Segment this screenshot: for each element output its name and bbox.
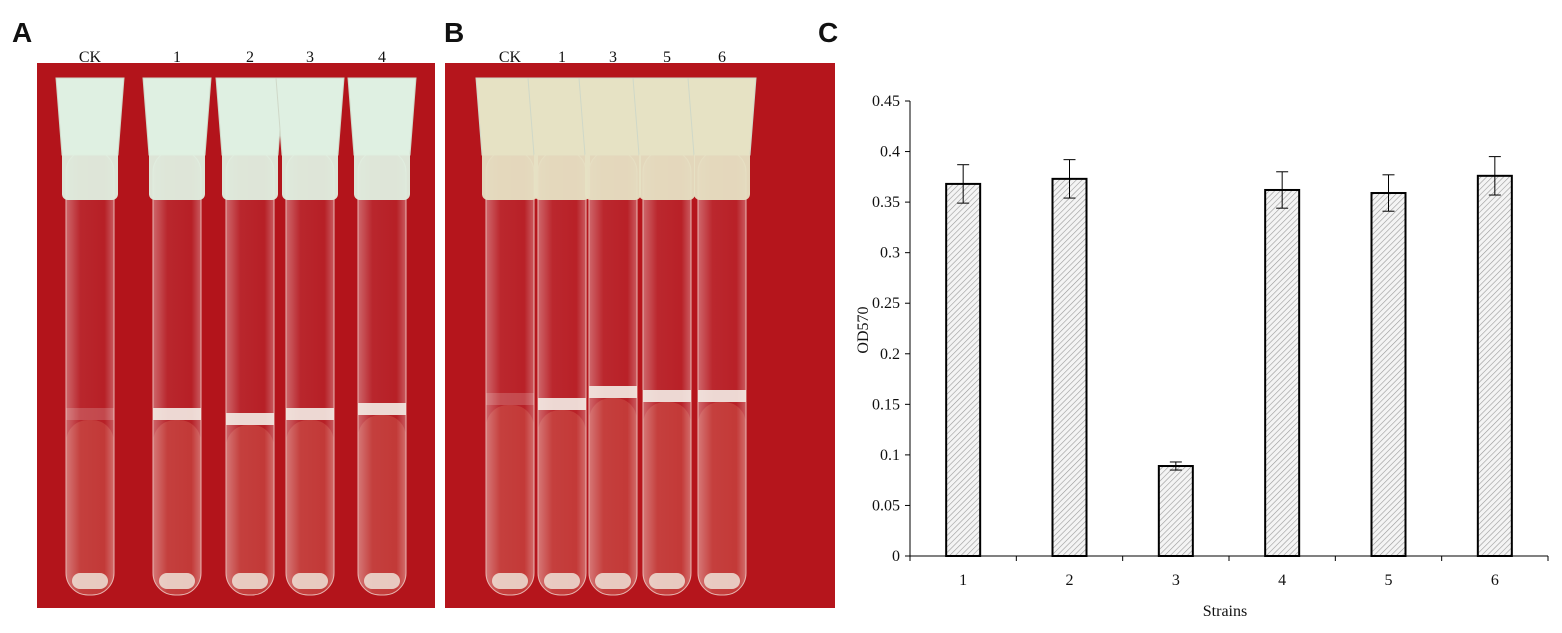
tube <box>152 149 202 596</box>
tube-label: CK <box>79 49 102 66</box>
sediment <box>72 573 108 589</box>
bar <box>945 182 982 558</box>
sediment <box>159 573 195 589</box>
biofilm <box>153 408 201 420</box>
stopper-neck <box>694 150 750 200</box>
stopper-neck <box>354 150 410 200</box>
y-tick-label: 0 <box>892 548 900 565</box>
stopper-neck <box>149 150 205 200</box>
stopper-neck <box>482 150 538 200</box>
tube <box>65 149 115 596</box>
y-tick-label: 0.2 <box>880 346 900 363</box>
stopper <box>687 77 757 156</box>
tube-label: 6 <box>718 49 726 66</box>
tube-label: 1 <box>558 49 566 66</box>
y-tick-label: 0.15 <box>872 396 900 413</box>
x-tick-label: 4 <box>1278 572 1286 589</box>
biofilm <box>226 413 274 425</box>
biofilm <box>538 398 586 410</box>
sediment <box>649 573 685 589</box>
stopper-neck <box>222 150 278 200</box>
tube <box>485 149 535 596</box>
bar <box>1157 465 1194 557</box>
x-tick-label: 1 <box>959 572 967 589</box>
tube <box>225 149 275 596</box>
bar <box>1370 192 1407 557</box>
bar <box>1051 177 1088 557</box>
y-tick-label: 0.05 <box>872 497 900 514</box>
tube-label: 1 <box>173 49 181 66</box>
sediment <box>364 573 400 589</box>
y-axis-title: OD570 <box>855 306 872 353</box>
tube-label: 2 <box>246 49 254 66</box>
biofilm <box>358 403 406 415</box>
tube-label: CK <box>499 49 522 66</box>
biofilm <box>486 393 534 405</box>
stopper <box>55 77 125 156</box>
stopper-neck <box>282 150 338 200</box>
tube <box>588 149 638 596</box>
stopper <box>142 77 212 156</box>
panel-label: C <box>818 17 838 48</box>
biofilm <box>286 408 334 420</box>
tube-label: 5 <box>663 49 671 66</box>
panel-label: B <box>444 17 464 48</box>
tube <box>357 149 407 596</box>
sediment <box>544 573 580 589</box>
sediment <box>292 573 328 589</box>
sediment <box>232 573 268 589</box>
x-tick-label: 3 <box>1172 572 1180 589</box>
biofilm <box>66 408 114 420</box>
y-tick-label: 0.35 <box>872 194 900 211</box>
stopper-neck <box>639 150 695 200</box>
tube-label: 3 <box>609 49 617 66</box>
tube <box>537 149 587 596</box>
y-tick-label: 0.3 <box>880 245 900 262</box>
x-tick-label: 6 <box>1491 572 1499 589</box>
x-axis-title: Strains <box>1203 603 1247 620</box>
y-tick-label: 0.25 <box>872 295 900 312</box>
panel-label: A <box>12 17 32 48</box>
stopper-neck <box>585 150 641 200</box>
bar <box>1264 188 1301 557</box>
y-tick-label: 0.1 <box>880 447 900 464</box>
x-tick-label: 5 <box>1385 572 1393 589</box>
stopper <box>275 77 345 156</box>
bar <box>1476 174 1513 557</box>
stopper-neck <box>62 150 118 200</box>
biofilm <box>698 390 746 402</box>
stopper <box>347 77 417 156</box>
stopper-neck <box>534 150 590 200</box>
stopper <box>215 77 285 156</box>
tube <box>697 149 747 596</box>
tube-label: 4 <box>378 49 386 66</box>
biofilm <box>643 390 691 402</box>
tube <box>642 149 692 596</box>
y-tick-label: 0.4 <box>880 144 900 161</box>
sediment <box>595 573 631 589</box>
biofilm <box>589 386 637 398</box>
y-tick-label: 0.45 <box>872 93 900 110</box>
tube-label: 3 <box>306 49 314 66</box>
sediment <box>492 573 528 589</box>
sediment <box>704 573 740 589</box>
tube <box>285 149 335 596</box>
x-tick-label: 2 <box>1066 572 1074 589</box>
